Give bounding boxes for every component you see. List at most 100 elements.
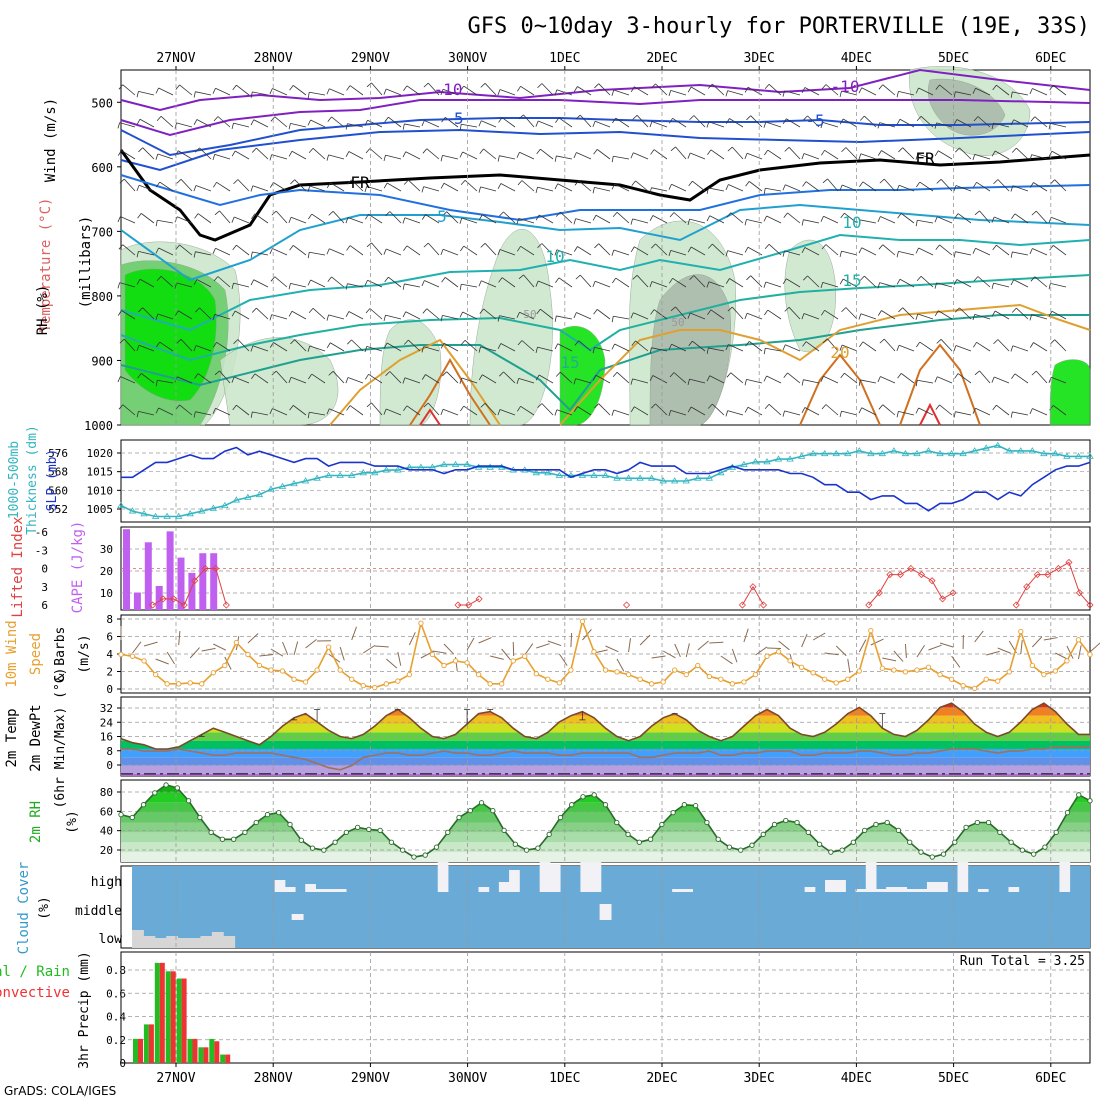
wind-barb	[709, 375, 725, 384]
wind-barb	[1035, 210, 1048, 224]
wind-barb-flag	[746, 115, 751, 121]
wind-barb	[728, 344, 744, 352]
date-label-bottom: 28NOV	[254, 1071, 293, 1086]
date-label-bottom: 29NOV	[351, 1071, 390, 1086]
wind-speed-line-point	[660, 679, 666, 685]
wind-barb	[655, 83, 668, 96]
wind-barb	[632, 378, 649, 384]
wind-speed-line-point	[245, 651, 251, 658]
thickness-line-point	[682, 477, 690, 484]
wind-barb	[861, 87, 877, 96]
wind-speed-line-point	[118, 651, 124, 658]
wind-barb	[157, 153, 174, 160]
wind-barb	[138, 411, 155, 416]
rh2m-line-point	[253, 819, 259, 826]
wind-barb-flag	[231, 310, 236, 317]
rh-tick: 40	[100, 825, 113, 838]
wind-barb	[766, 375, 782, 384]
wind-barb-10m	[928, 644, 942, 651]
wind-speed-line-point	[568, 667, 574, 673]
wind-barb-10m	[570, 632, 573, 648]
wind-barb	[442, 315, 459, 320]
wind-barb-10m	[709, 641, 724, 644]
wind-barb-flag	[934, 282, 937, 289]
wind-barb	[178, 150, 193, 160]
wind-barb	[957, 213, 972, 224]
wind-barb	[215, 247, 231, 256]
wind-barb	[670, 249, 687, 256]
lifted-index-point	[949, 589, 957, 597]
wind-barb-flag	[269, 314, 273, 321]
wind-barb	[254, 373, 269, 384]
cloud-bar-high	[509, 870, 520, 892]
wind-barb-flag	[954, 373, 959, 379]
lifted-index-point	[875, 589, 883, 597]
wind-barb	[579, 274, 592, 288]
cape-bar	[210, 553, 218, 610]
date-label-bottom: 30NOV	[448, 1071, 487, 1086]
wind-barb-flag	[688, 180, 693, 187]
wind-barb-flag	[594, 83, 599, 89]
wind-barb	[1050, 283, 1067, 288]
wind-barb-flag	[460, 245, 465, 252]
wind-barb-flag	[649, 187, 652, 194]
contour-label: FR	[915, 149, 935, 168]
wind-barb-flag	[782, 90, 785, 97]
wind-barb	[955, 185, 972, 192]
wind-barb-flag	[478, 374, 483, 381]
cape-bar	[199, 553, 207, 610]
panel-frame-slp	[120, 439, 1091, 523]
wind-barb-flag	[993, 179, 999, 184]
thickness-line-point	[613, 474, 621, 481]
wind-barb	[351, 179, 364, 192]
wind-barb	[1012, 185, 1029, 192]
wind-barb	[482, 374, 497, 384]
wind-barb	[331, 116, 345, 128]
wind-barb	[1012, 411, 1029, 416]
wind-barb	[311, 213, 326, 224]
rh2m-line-point	[445, 829, 451, 836]
wind-barb	[803, 219, 820, 224]
wind-barb	[917, 153, 934, 160]
rh2m-line-point	[659, 821, 665, 828]
wind-barb	[253, 119, 269, 128]
wind-barb	[635, 180, 649, 192]
cloud-bar-high	[335, 889, 347, 892]
wind-barb-flag	[821, 84, 827, 90]
thickness-line-point	[313, 474, 321, 481]
wind-barb	[501, 117, 516, 128]
thickness-line-point	[244, 493, 252, 500]
wind-barb-10m	[1043, 637, 1058, 641]
wind-barb-flag	[346, 405, 351, 411]
wind-barb	[1035, 370, 1048, 384]
thickness-line-point	[694, 474, 702, 481]
wind-barb	[746, 152, 763, 160]
wind-barb	[670, 409, 687, 416]
rh2m-line-point	[366, 826, 372, 833]
wind-barb-flag	[516, 406, 521, 412]
wind-barb-flag	[746, 275, 751, 281]
wind-barb-flag	[974, 370, 980, 376]
wind-barb	[864, 275, 877, 288]
wind-barb-flag	[764, 84, 770, 90]
wind-barb	[785, 184, 801, 192]
wind-barb	[1016, 147, 1029, 160]
wind-barb-10m	[432, 650, 447, 654]
wind-barb	[560, 371, 573, 384]
wind-barb-flag	[554, 155, 557, 162]
wind-barb	[464, 179, 478, 192]
wind-speed-line-point	[452, 658, 459, 664]
wind-speed-line-point	[718, 676, 724, 682]
wind-barb	[920, 275, 934, 288]
wind-barb	[385, 154, 402, 160]
wind-barb-flag	[725, 250, 729, 257]
wind-barb	[824, 149, 839, 160]
wind-barb	[538, 214, 554, 224]
wind-barb	[788, 307, 801, 320]
wind-barb	[423, 186, 440, 192]
precip-convective-bar	[138, 1038, 143, 1063]
wind-barb	[899, 118, 915, 128]
wind-speed-line-point	[706, 673, 712, 680]
wind-barb-flag	[499, 371, 504, 377]
wind-barb	[462, 311, 478, 320]
